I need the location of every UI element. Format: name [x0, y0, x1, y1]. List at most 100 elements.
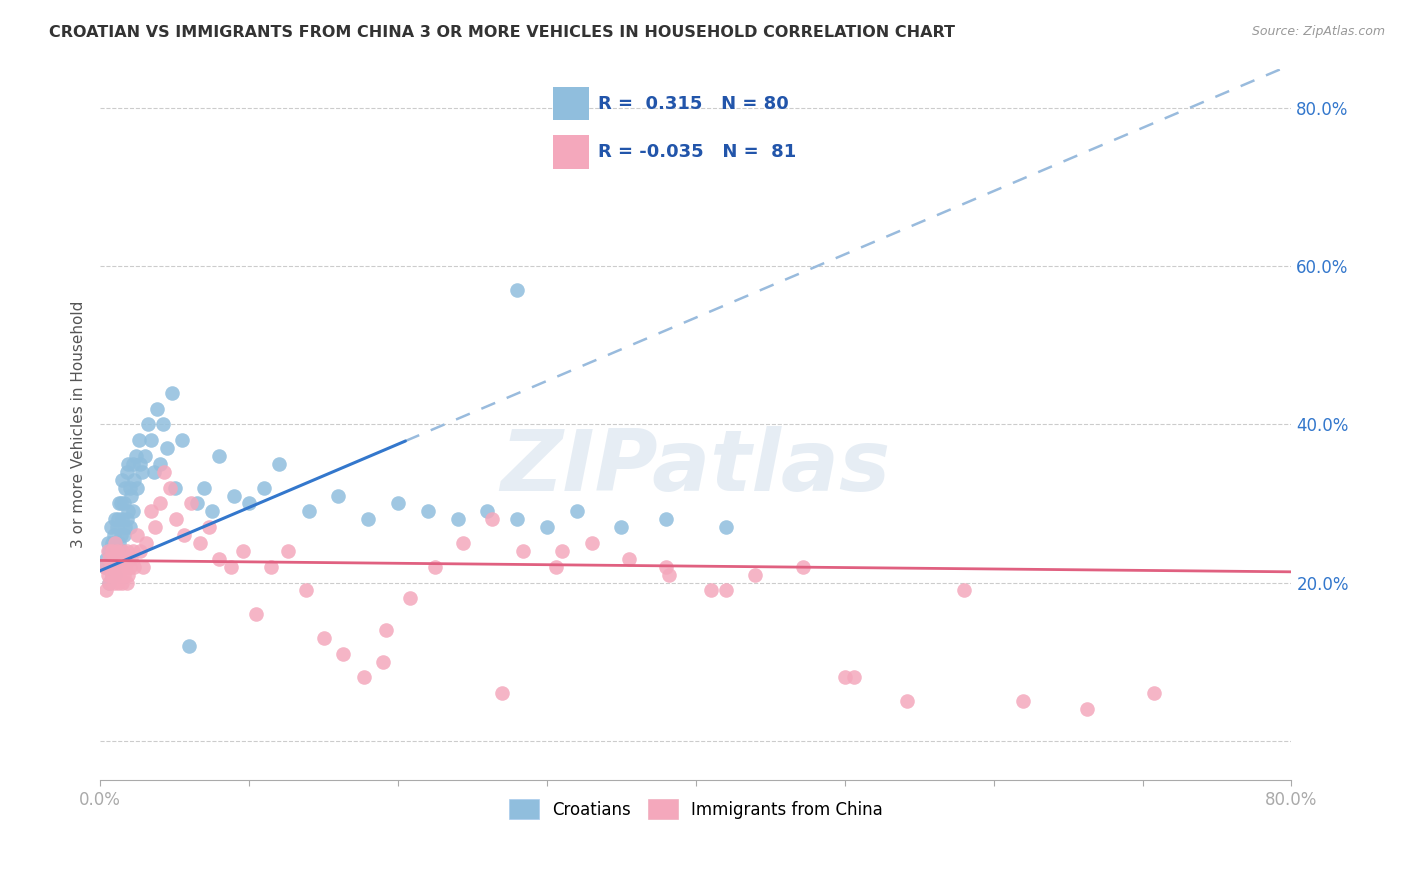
Point — [267, 457, 290, 471]
Point — [122, 504, 145, 518]
Point — [416, 504, 439, 518]
Point — [165, 512, 187, 526]
Point — [117, 567, 139, 582]
Point — [371, 655, 394, 669]
Point — [658, 567, 681, 582]
Point — [103, 575, 125, 590]
Point — [610, 520, 633, 534]
Point — [143, 520, 166, 534]
Point — [477, 504, 499, 518]
Point — [103, 528, 125, 542]
Point — [105, 520, 128, 534]
Point — [149, 457, 172, 471]
Point — [186, 496, 208, 510]
Point — [232, 544, 254, 558]
Point — [792, 559, 814, 574]
Point — [124, 559, 146, 574]
Point — [312, 631, 335, 645]
Point — [118, 559, 141, 574]
Point — [127, 481, 149, 495]
Point — [111, 544, 134, 558]
Point — [1076, 702, 1098, 716]
Point — [163, 481, 186, 495]
Point — [208, 552, 231, 566]
Point — [120, 489, 142, 503]
Point — [118, 481, 141, 495]
Point — [115, 465, 138, 479]
Point — [1012, 694, 1035, 708]
Point — [105, 552, 128, 566]
Point — [353, 671, 375, 685]
Point — [115, 512, 138, 526]
Point — [101, 567, 124, 582]
Point — [208, 449, 231, 463]
Point — [297, 504, 319, 518]
Point — [98, 575, 121, 590]
Point — [328, 489, 350, 503]
Point — [117, 504, 139, 518]
Point — [277, 544, 299, 558]
Point — [111, 544, 134, 558]
Point — [105, 544, 128, 558]
Point — [198, 520, 221, 534]
Point — [110, 496, 132, 510]
Point — [107, 575, 129, 590]
Point — [699, 583, 721, 598]
Point — [112, 528, 135, 542]
Point — [357, 512, 380, 526]
Point — [953, 583, 976, 598]
Point — [103, 552, 125, 566]
Text: CROATIAN VS IMMIGRANTS FROM CHINA 3 OR MORE VEHICLES IN HOUSEHOLD CORRELATION CH: CROATIAN VS IMMIGRANTS FROM CHINA 3 OR M… — [49, 25, 955, 40]
Point — [399, 591, 422, 606]
Point — [118, 520, 141, 534]
Point — [104, 567, 127, 582]
Point — [145, 401, 167, 416]
Point — [245, 607, 267, 622]
Point — [98, 552, 121, 566]
Point — [111, 575, 134, 590]
Point — [842, 671, 865, 685]
Point — [97, 536, 120, 550]
Point — [159, 481, 181, 495]
Point — [115, 575, 138, 590]
Point — [139, 434, 162, 448]
Point — [101, 536, 124, 550]
Point — [180, 496, 202, 510]
Point — [506, 512, 529, 526]
Text: Source: ZipAtlas.com: Source: ZipAtlas.com — [1251, 25, 1385, 38]
Point — [107, 559, 129, 574]
Point — [224, 489, 246, 503]
Point — [114, 559, 136, 574]
Point — [581, 536, 603, 550]
Point — [124, 473, 146, 487]
Point — [97, 544, 120, 558]
Point — [108, 536, 131, 550]
Point — [101, 567, 124, 582]
Point — [536, 520, 558, 534]
Point — [100, 559, 122, 574]
Point — [375, 623, 398, 637]
Point — [125, 449, 148, 463]
Point — [134, 449, 156, 463]
Point — [114, 520, 136, 534]
Point — [179, 639, 201, 653]
Point — [128, 434, 150, 448]
Point — [387, 496, 409, 510]
Point — [93, 559, 115, 574]
Point — [100, 552, 122, 566]
Point — [97, 559, 120, 574]
Point — [153, 465, 176, 479]
Point — [544, 559, 567, 574]
Point — [149, 496, 172, 510]
Point — [332, 647, 354, 661]
Point — [108, 496, 131, 510]
Point — [188, 536, 211, 550]
Point — [97, 567, 120, 582]
Point — [714, 520, 737, 534]
Point — [506, 283, 529, 297]
Point — [135, 536, 157, 550]
Point — [108, 552, 131, 566]
Point — [617, 552, 640, 566]
Point — [834, 671, 856, 685]
Point — [655, 512, 678, 526]
